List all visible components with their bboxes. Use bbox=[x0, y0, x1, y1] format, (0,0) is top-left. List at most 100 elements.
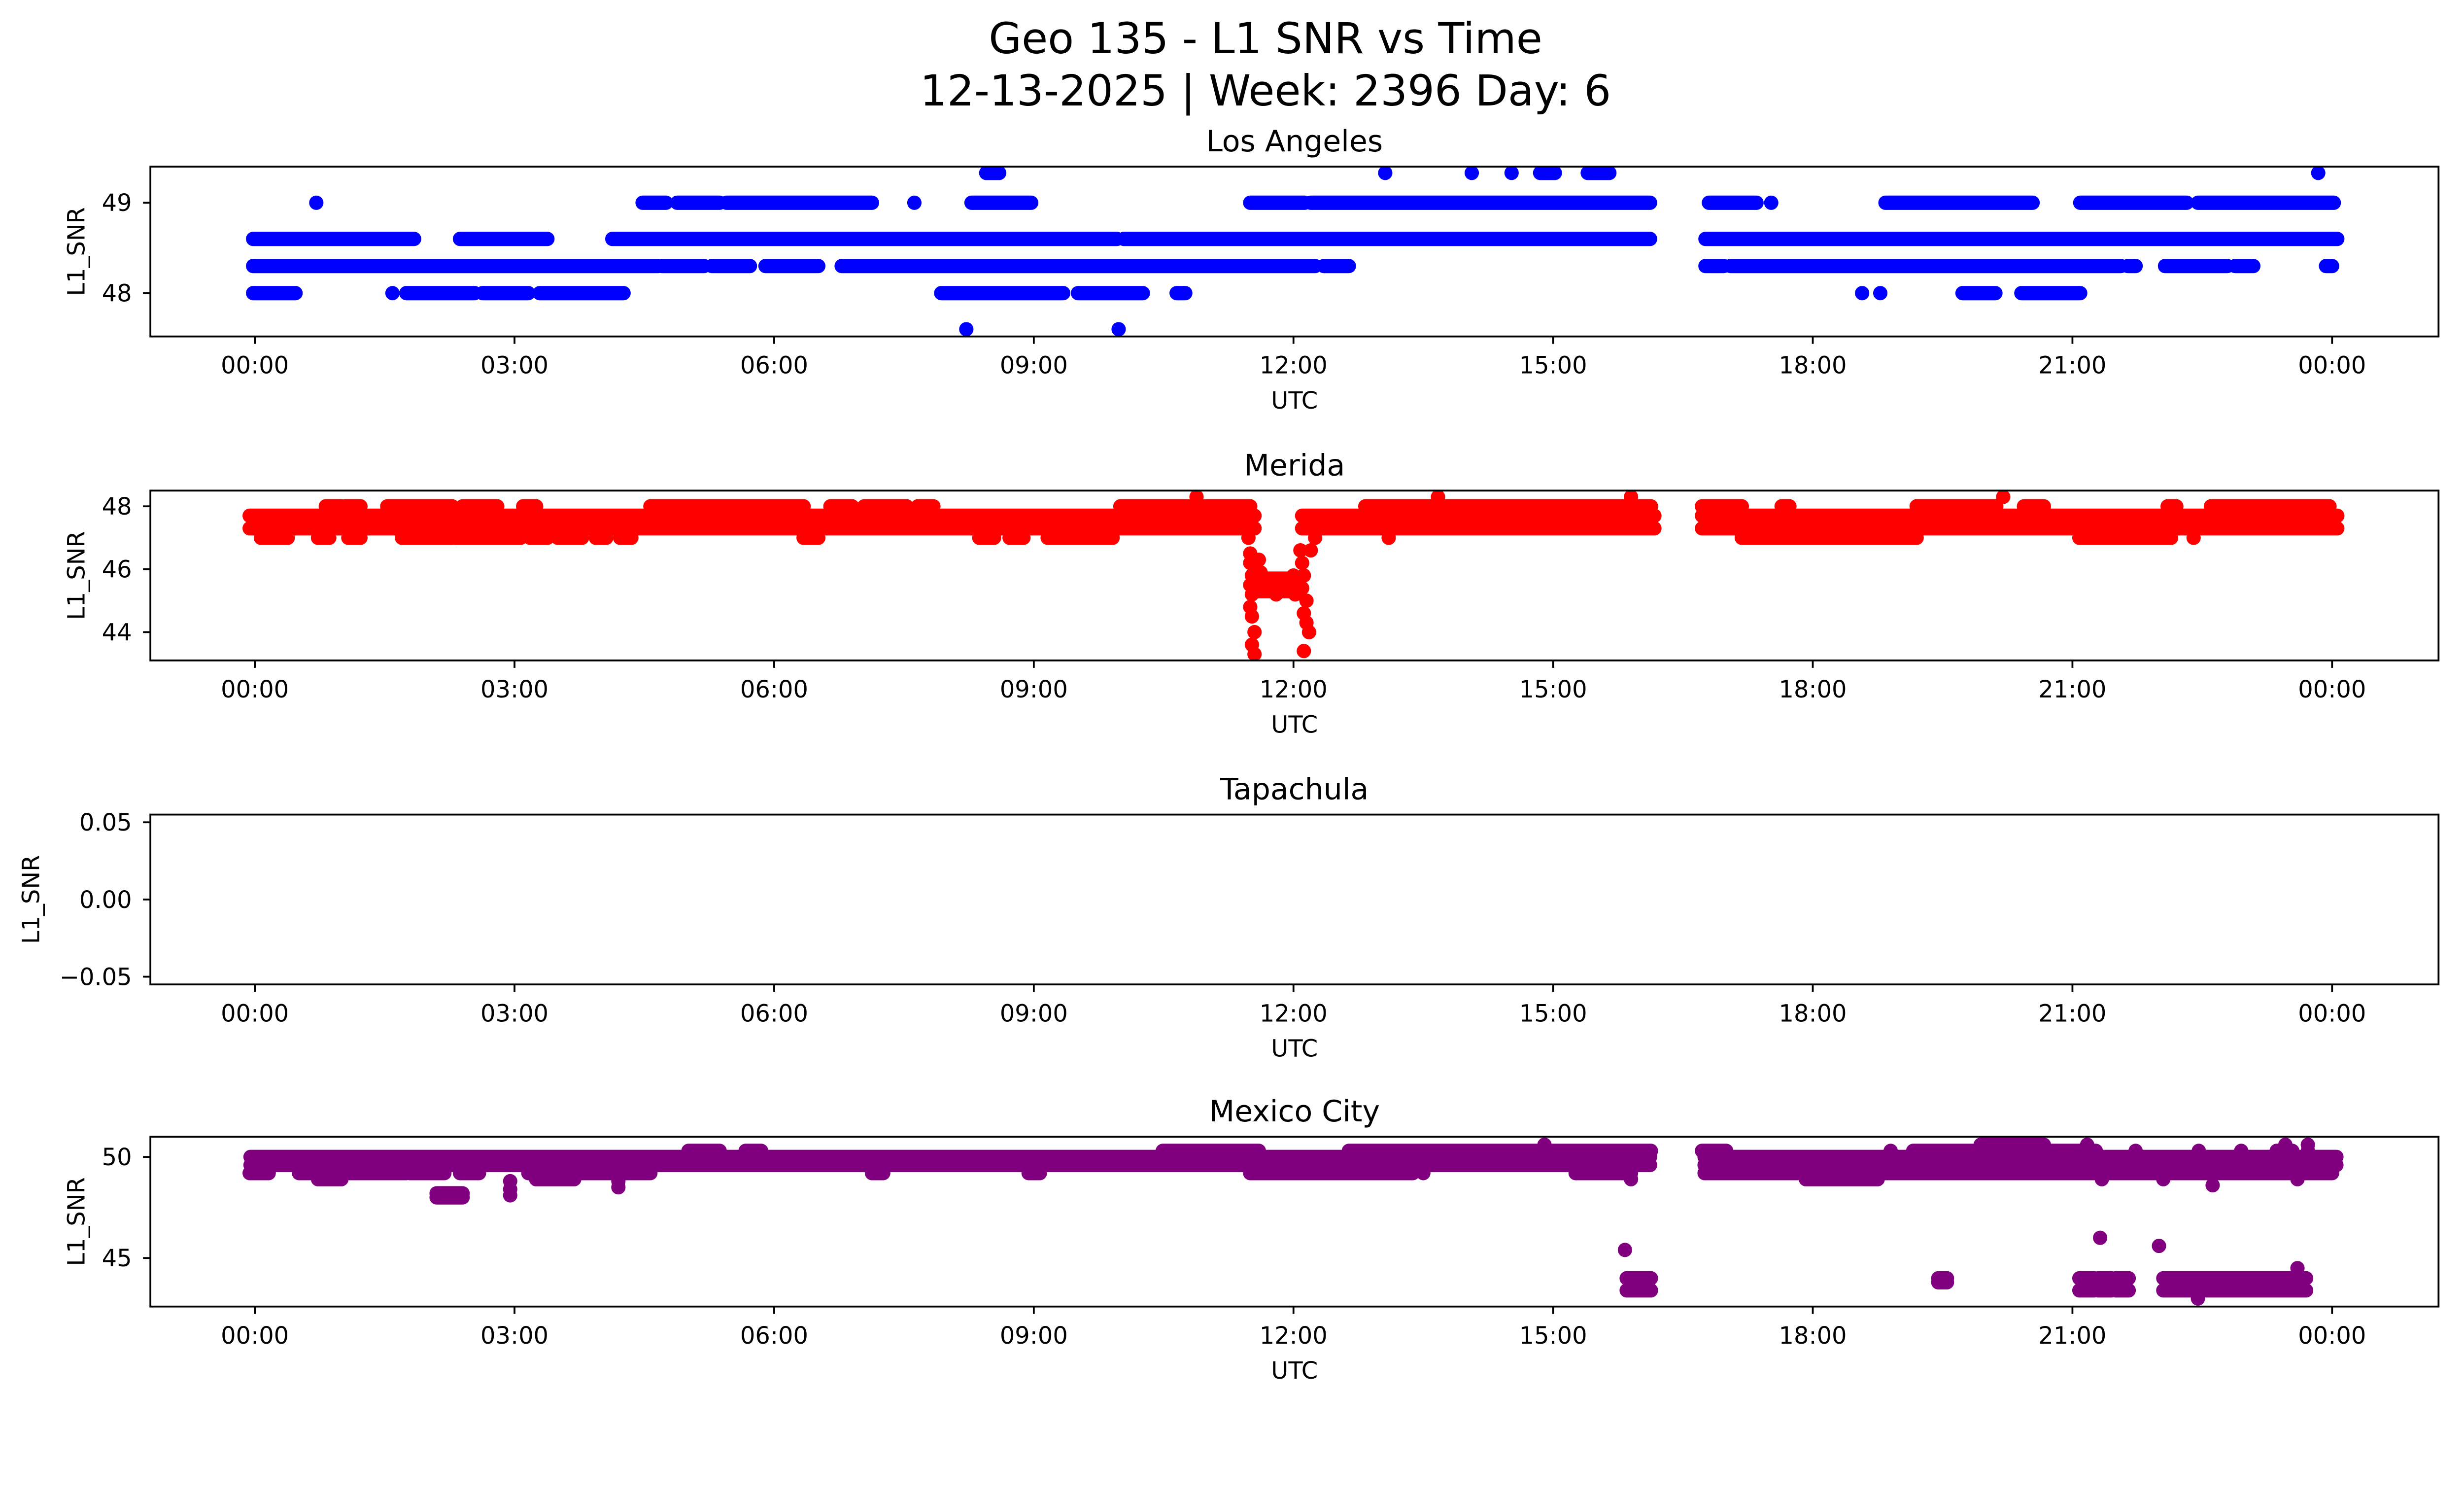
data-point-run bbox=[1155, 1144, 1266, 1158]
x-tick-label: 18:00 bbox=[1779, 352, 1847, 380]
data-point-run bbox=[1702, 195, 1764, 210]
data-point-run bbox=[1504, 167, 1519, 180]
data-point-run bbox=[1169, 286, 1193, 301]
data-point-run bbox=[934, 286, 1071, 301]
data-point-run bbox=[452, 1166, 486, 1181]
x-tick-label: 21:00 bbox=[2038, 1322, 2106, 1350]
data-series bbox=[242, 1137, 2344, 1306]
data-point-run bbox=[2157, 259, 2235, 274]
data-point-run bbox=[2073, 195, 2194, 210]
data-point-run bbox=[2072, 530, 2179, 545]
axes-frame bbox=[149, 166, 2440, 338]
data-point-run bbox=[1580, 167, 1617, 180]
data-point bbox=[1617, 1243, 1632, 1257]
x-tick-label: 00:00 bbox=[221, 676, 289, 703]
data-point bbox=[1247, 625, 1262, 640]
data-point-run bbox=[823, 499, 859, 514]
data-point-run bbox=[681, 1144, 727, 1158]
data-point-run bbox=[635, 195, 673, 210]
data-point-run bbox=[1568, 1166, 1639, 1181]
subplot-title: Mexico City bbox=[1209, 1094, 1380, 1129]
data-point-run bbox=[2108, 1271, 2136, 1286]
y-tick-label: 49 bbox=[102, 190, 132, 217]
data-point-run bbox=[1243, 195, 1312, 210]
data-point bbox=[1293, 543, 1308, 558]
data-point-run bbox=[864, 1166, 890, 1181]
data-point-run bbox=[253, 530, 295, 545]
x-tick-label: 12:00 bbox=[1260, 1000, 1328, 1027]
data-point bbox=[2093, 1230, 2108, 1245]
data-point-run bbox=[588, 530, 614, 545]
data-point-run bbox=[342, 1166, 414, 1181]
data-point-run bbox=[448, 530, 528, 545]
data-point-run bbox=[1931, 1275, 1954, 1290]
x-axis-label: UTC bbox=[1271, 387, 1318, 415]
data-point-run bbox=[1619, 1283, 1658, 1298]
x-tick-label: 03:00 bbox=[480, 352, 548, 380]
data-point-run bbox=[1764, 195, 1779, 210]
data-point-run bbox=[2300, 1137, 2315, 1152]
data-point-run bbox=[1695, 1144, 1734, 1158]
x-tick-label: 00:00 bbox=[2298, 676, 2366, 703]
data-point bbox=[2152, 1239, 2166, 1253]
data-point-run bbox=[2156, 1172, 2171, 1186]
data-point-run bbox=[964, 195, 1039, 210]
data-point-run bbox=[857, 499, 914, 514]
y-axis-label: L1_SNR bbox=[63, 531, 90, 620]
data-point-run bbox=[1378, 167, 1393, 180]
data-point-run bbox=[429, 1190, 470, 1205]
data-point-run bbox=[2156, 1271, 2314, 1286]
data-point-run bbox=[907, 195, 922, 210]
data-point-run bbox=[310, 1172, 349, 1186]
data-point-run bbox=[1189, 490, 1204, 504]
data-point-run bbox=[2017, 499, 2052, 514]
subplot-merida: Merida 00:00 03:00 06:00 09:00 12:00 15:00 18:0… bbox=[63, 448, 2440, 738]
data-point-run bbox=[1855, 286, 1870, 301]
data-point-run bbox=[1021, 1166, 1047, 1181]
data-point-run bbox=[1464, 167, 1479, 180]
data-point-run bbox=[1303, 195, 1657, 210]
data-point-run bbox=[2311, 167, 2326, 180]
data-point-run bbox=[2014, 286, 2088, 301]
data-point-run bbox=[2128, 1144, 2143, 1158]
data-point-run bbox=[2234, 1144, 2249, 1158]
data-point-run bbox=[2190, 195, 2341, 210]
y-tick-label: 0.00 bbox=[79, 887, 132, 914]
x-tick-label: 09:00 bbox=[1000, 352, 1068, 380]
data-point-run bbox=[455, 499, 505, 514]
figure-subtitle: 12-13-2025 | Week: 2396 Day: 6 bbox=[920, 67, 1611, 116]
data-point-run bbox=[246, 259, 666, 274]
x-tick-label: 18:00 bbox=[1779, 1000, 1847, 1027]
data-point bbox=[1297, 568, 1311, 583]
x-tick-label: 09:00 bbox=[1000, 676, 1068, 703]
subplot-tapachula: Tapachula 00:00 03:00 06:00 09:00 12:00 15:00 1… bbox=[18, 772, 2440, 1063]
x-tick-label: 06:00 bbox=[740, 676, 808, 703]
data-point-run bbox=[2121, 259, 2143, 274]
data-point-run bbox=[1973, 1137, 2052, 1152]
data-point-run bbox=[246, 286, 303, 301]
y-tick-label: 0.05 bbox=[79, 809, 132, 836]
data-point-run bbox=[1316, 259, 1356, 274]
data-point-run bbox=[605, 232, 1124, 246]
data-point-run bbox=[972, 530, 1001, 545]
data-point-run bbox=[532, 286, 631, 301]
data-point-run bbox=[1695, 508, 2345, 523]
x-tick-label: 09:00 bbox=[1000, 1322, 1068, 1350]
data-point bbox=[1303, 543, 1318, 558]
data-point-run bbox=[529, 1172, 582, 1186]
data-point-run bbox=[1537, 1137, 1552, 1152]
data-point-run bbox=[613, 530, 639, 545]
data-point-run bbox=[246, 232, 421, 246]
data-point-run bbox=[341, 530, 368, 545]
data-point-run bbox=[399, 286, 482, 301]
data-point-run bbox=[523, 530, 555, 545]
data-point bbox=[1241, 530, 1256, 545]
y-tick-label: 46 bbox=[102, 556, 132, 584]
x-tick-label: 00:00 bbox=[2298, 352, 2366, 380]
x-tick-label: 00:00 bbox=[221, 1322, 289, 1350]
figure-title: Geo 135 - L1 SNR vs Time bbox=[989, 14, 1542, 64]
data-point-run bbox=[834, 259, 1323, 274]
data-point-run bbox=[570, 1166, 658, 1181]
x-tick-label: 00:00 bbox=[2298, 1000, 2366, 1027]
data-point-run bbox=[1698, 232, 2345, 246]
